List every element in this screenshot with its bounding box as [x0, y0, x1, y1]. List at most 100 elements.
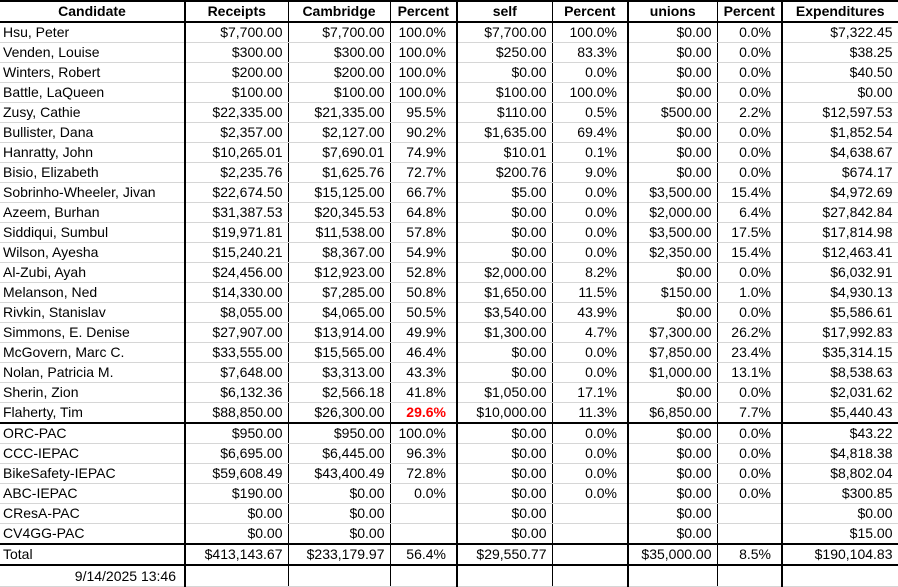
cell-candidate[interactable]: Battle, LaQueen [0, 82, 186, 103]
cell-pct_unions[interactable]: 2.2% [717, 102, 783, 123]
cell-self[interactable]: $3,540.00 [457, 302, 553, 323]
cell-receipts[interactable]: $6,695.00 [185, 443, 289, 464]
cell-empty[interactable] [782, 565, 898, 587]
cell-candidate[interactable]: Al-Zubi, Ayah [0, 262, 186, 283]
cell-self[interactable]: $5.00 [457, 182, 553, 203]
cell-receipts[interactable]: $2,357.00 [185, 122, 289, 143]
cell-candidate[interactable]: Zusy, Cathie [0, 102, 186, 123]
cell-expenditures[interactable]: $15.00 [782, 523, 898, 545]
cell-expenditures[interactable]: $12,463.41 [782, 242, 898, 263]
cell-pct_self[interactable]: 0.0% [552, 62, 629, 83]
cell-expenditures[interactable]: $8,538.63 [782, 362, 898, 383]
cell-pct_cambridge[interactable]: 50.5% [390, 302, 458, 323]
cell-receipts[interactable]: $7,648.00 [185, 362, 289, 383]
cell-receipts[interactable]: $6,132.36 [185, 382, 289, 403]
cell-self[interactable]: $10,000.00 [457, 402, 553, 424]
cell-expenditures[interactable]: $300.85 [782, 483, 898, 504]
header-candidate[interactable]: Candidate [0, 0, 186, 23]
cell-pct_unions[interactable]: 6.4% [717, 202, 783, 223]
cell-cambridge[interactable]: $11,538.00 [288, 222, 391, 243]
cell-pct_cambridge[interactable]: 49.9% [390, 322, 458, 343]
cell-pct_self[interactable] [552, 543, 629, 566]
cell-receipts[interactable]: $15,240.21 [185, 242, 289, 263]
cell-pct_unions[interactable]: 0.0% [717, 382, 783, 403]
cell-expenditures[interactable]: $35,314.15 [782, 342, 898, 363]
cell-pct_cambridge[interactable]: 64.8% [390, 202, 458, 223]
cell-candidate[interactable]: Melanson, Ned [0, 282, 186, 303]
cell-pct_cambridge[interactable]: 100.0% [390, 22, 458, 43]
cell-empty[interactable] [717, 565, 783, 587]
cell-pct_cambridge[interactable] [390, 523, 458, 545]
cell-unions[interactable]: $1,000.00 [628, 362, 718, 383]
header-self[interactable]: self [457, 0, 553, 23]
cell-candidate[interactable]: Simmons, E. Denise [0, 322, 186, 343]
cell-candidate[interactable]: CV4GG-PAC [0, 523, 186, 545]
cell-candidate[interactable]: Total [0, 543, 186, 566]
cell-expenditures[interactable]: $2,031.62 [782, 382, 898, 403]
cell-receipts[interactable]: $2,235.76 [185, 162, 289, 183]
cell-unions[interactable]: $0.00 [628, 122, 718, 143]
cell-candidate[interactable]: Bisio, Elizabeth [0, 162, 186, 183]
cell-cambridge[interactable]: $7,690.01 [288, 142, 391, 163]
cell-unions[interactable]: $0.00 [628, 483, 718, 504]
cell-pct_self[interactable]: 83.3% [552, 42, 629, 63]
cell-candidate[interactable]: CCC-IEPAC [0, 443, 186, 464]
cell-empty[interactable] [457, 565, 553, 587]
cell-receipts[interactable]: $88,850.00 [185, 402, 289, 424]
cell-pct_cambridge[interactable]: 72.7% [390, 162, 458, 183]
cell-pct_self[interactable]: 0.0% [552, 202, 629, 223]
cell-receipts[interactable]: $8,055.00 [185, 302, 289, 323]
cell-expenditures[interactable]: $5,440.43 [782, 402, 898, 424]
cell-expenditures[interactable]: $17,992.83 [782, 322, 898, 343]
cell-pct_cambridge[interactable]: 100.0% [390, 82, 458, 103]
cell-pct_unions[interactable]: 7.7% [717, 402, 783, 424]
cell-candidate[interactable]: ORC-PAC [0, 422, 186, 444]
cell-pct_cambridge[interactable]: 50.8% [390, 282, 458, 303]
cell-unions[interactable]: $0.00 [628, 302, 718, 323]
cell-unions[interactable]: $2,350.00 [628, 242, 718, 263]
cell-pct_self[interactable]: 43.9% [552, 302, 629, 323]
cell-unions[interactable]: $0.00 [628, 22, 718, 43]
cell-pct_unions[interactable]: 0.0% [717, 62, 783, 83]
cell-unions[interactable]: $3,500.00 [628, 182, 718, 203]
cell-pct_unions[interactable]: 15.4% [717, 182, 783, 203]
cell-unions[interactable]: $7,300.00 [628, 322, 718, 343]
cell-cambridge[interactable]: $1,625.76 [288, 162, 391, 183]
cell-candidate[interactable]: ABC-IEPAC [0, 483, 186, 504]
cell-empty[interactable] [628, 565, 718, 587]
cell-self[interactable]: $100.00 [457, 82, 553, 103]
cell-cambridge[interactable]: $43,400.49 [288, 463, 391, 484]
cell-self[interactable]: $0.00 [457, 342, 553, 363]
cell-empty[interactable] [288, 565, 391, 587]
cell-self[interactable]: $250.00 [457, 42, 553, 63]
cell-pct_unions[interactable]: 1.0% [717, 282, 783, 303]
cell-receipts[interactable]: $22,335.00 [185, 102, 289, 123]
cell-self[interactable]: $110.00 [457, 102, 553, 123]
cell-cambridge[interactable]: $950.00 [288, 422, 391, 444]
cell-unions[interactable]: $0.00 [628, 82, 718, 103]
cell-pct_cambridge[interactable]: 29.6% [390, 402, 458, 424]
cell-cambridge[interactable]: $7,285.00 [288, 282, 391, 303]
cell-pct_self[interactable]: 0.0% [552, 362, 629, 383]
cell-self[interactable]: $0.00 [457, 483, 553, 504]
cell-expenditures[interactable]: $0.00 [782, 82, 898, 103]
cell-expenditures[interactable]: $7,322.45 [782, 22, 898, 43]
header-percent-self[interactable]: Percent [552, 0, 629, 23]
cell-cambridge[interactable]: $13,914.00 [288, 322, 391, 343]
footer-timestamp[interactable]: 9/14/2025 13:46 [0, 565, 186, 587]
cell-receipts[interactable]: $22,674.50 [185, 182, 289, 203]
cell-cambridge[interactable]: $12,923.00 [288, 262, 391, 283]
cell-cambridge[interactable]: $233,179.97 [288, 543, 391, 566]
cell-pct_cambridge[interactable]: 74.9% [390, 142, 458, 163]
cell-pct_unions[interactable] [717, 503, 783, 524]
cell-self[interactable]: $2,000.00 [457, 262, 553, 283]
cell-cambridge[interactable]: $6,445.00 [288, 443, 391, 464]
cell-cambridge[interactable]: $4,065.00 [288, 302, 391, 323]
cell-candidate[interactable]: CResA-PAC [0, 503, 186, 524]
cell-pct_cambridge[interactable] [390, 503, 458, 524]
cell-receipts[interactable]: $950.00 [185, 422, 289, 444]
cell-pct_unions[interactable]: 0.0% [717, 42, 783, 63]
cell-cambridge[interactable]: $200.00 [288, 62, 391, 83]
cell-candidate[interactable]: Azeem, Burhan [0, 202, 186, 223]
cell-pct_unions[interactable]: 23.4% [717, 342, 783, 363]
